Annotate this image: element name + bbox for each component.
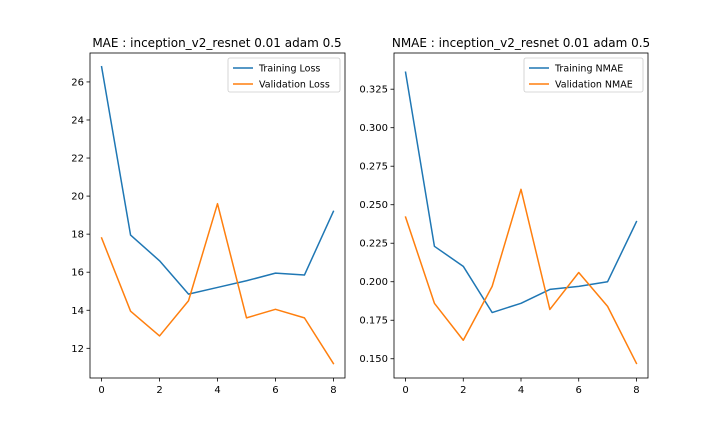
nmae-chart-title: NMAE : inception_v2_resnet 0.01 adam 0.5 <box>392 36 650 50</box>
nmae-x-tick-label-1: 2 <box>460 385 466 396</box>
nmae-x-tick-label-3: 6 <box>576 385 582 396</box>
mae-y-tick-label-0: 12 <box>71 344 84 355</box>
nmae-x-tick-label-0: 0 <box>402 385 408 396</box>
mae-legend-box <box>227 57 341 93</box>
nmae-chart: NMAE : inception_v2_resnet 0.01 adam 0.5… <box>359 36 650 396</box>
mae-y-tick-label-7: 26 <box>71 77 84 88</box>
mae-y-tick-label-4: 20 <box>71 192 84 203</box>
nmae-y-tick-label-5: 0.275 <box>359 162 388 173</box>
nmae-y-tick-label-2: 0.200 <box>359 277 388 288</box>
mae-y-tick-label-6: 24 <box>71 115 84 126</box>
mae-chart: MAE : inception_v2_resnet 0.01 adam 0.5 … <box>71 36 346 396</box>
nmae-legend-label-1: Validation NMAE <box>555 80 633 91</box>
mae-y-tick-label-3: 18 <box>71 230 84 241</box>
mae-x-tick-label-0: 0 <box>98 385 104 396</box>
nmae-x-tick-label-4: 8 <box>633 385 639 396</box>
nmae-legend-box <box>523 57 644 93</box>
mae-x-tick-label-4: 8 <box>330 385 336 396</box>
mae-y-tick-label-1: 14 <box>71 306 84 317</box>
nmae-plot-area: 0 2 4 6 8 0.150 0.175 0.200 0.225 0.250 0.275 0.300… <box>359 52 649 396</box>
mae-y-tick-label-5: 22 <box>71 154 84 165</box>
nmae-x-tick-label-2: 4 <box>518 385 524 396</box>
nmae-y-tick-label-1: 0.175 <box>359 316 388 327</box>
mae-chart-title: MAE : inception_v2_resnet 0.01 adam 0.5 <box>92 36 341 50</box>
mae-x-tick-label-3: 6 <box>272 385 278 396</box>
nmae-legend-label-0: Training NMAE <box>554 64 623 75</box>
mae-legend-label-0: Training Loss <box>258 64 320 75</box>
mae-series-line-1 <box>100 202 335 365</box>
mae-x-tick-label-1: 2 <box>156 385 162 396</box>
nmae-legend: Training NMAE Validation NMAE <box>523 57 644 93</box>
nmae-y-tick-label-7: 0.325 <box>359 85 388 96</box>
nmae-y-tick-label-6: 0.300 <box>359 123 388 134</box>
mae-y-tick-label-2: 16 <box>71 268 84 279</box>
mae-legend-label-1: Validation Loss <box>259 80 330 91</box>
mae-series-line-0 <box>100 65 335 295</box>
nmae-y-tick-label-4: 0.250 <box>359 200 388 211</box>
mae-legend: Training Loss Validation Loss <box>227 57 341 93</box>
nmae-y-tick-label-0: 0.150 <box>359 354 388 365</box>
nmae-series-line-0 <box>404 71 638 314</box>
nmae-y-tick-label-3: 0.225 <box>359 239 388 250</box>
nmae-series-line-1 <box>404 188 638 365</box>
mae-x-tick-label-2: 4 <box>214 385 220 396</box>
